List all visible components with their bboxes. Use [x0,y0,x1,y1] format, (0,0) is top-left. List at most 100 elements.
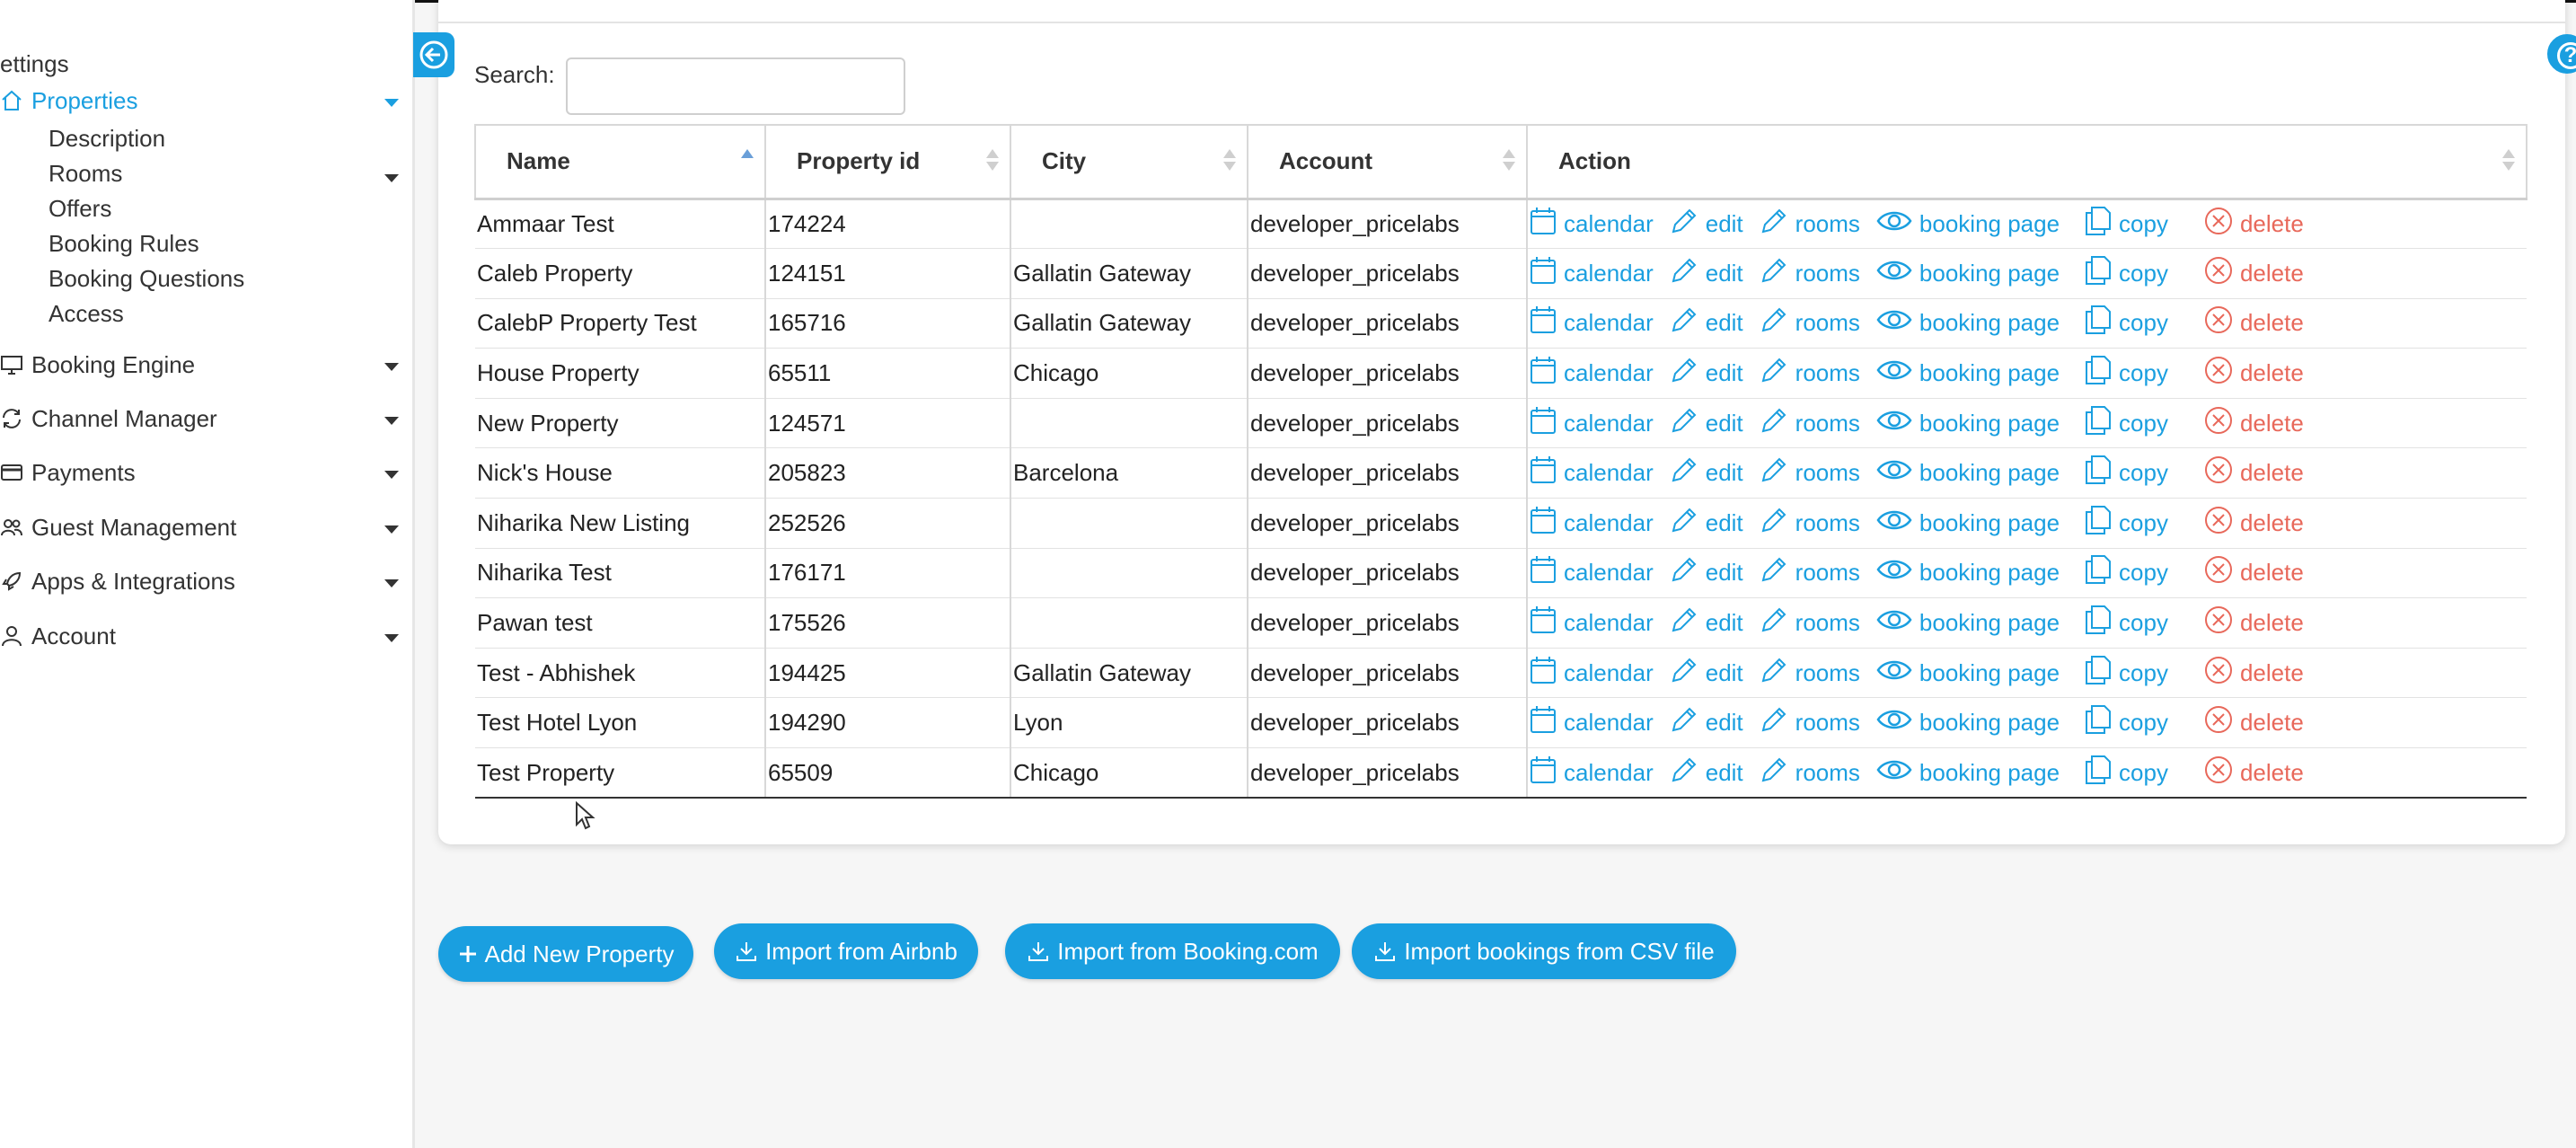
calendar-link[interactable]: calendar [1530,406,1654,441]
rooms-link[interactable]: rooms [1760,755,1860,790]
calendar-link[interactable]: calendar [1530,705,1654,740]
delete-link[interactable]: delete [2204,356,2304,391]
add-new-property-button[interactable]: Add New Property [438,926,693,982]
search-input[interactable] [566,57,905,115]
edit-link[interactable]: edit [1670,506,1743,541]
booking-page-link[interactable]: booking page [1876,457,2060,489]
delete-link[interactable]: delete [2204,705,2304,740]
rooms-link[interactable]: rooms [1760,656,1860,691]
rooms-link[interactable]: rooms [1760,555,1860,590]
rooms-link[interactable]: rooms [1760,455,1860,490]
delete-link[interactable]: delete [2204,555,2304,590]
rooms-link[interactable]: rooms [1760,356,1860,391]
rooms-link[interactable]: rooms [1760,605,1860,640]
sidebar-subitem-booking-questions[interactable]: Booking Questions [49,265,245,292]
copy-link[interactable]: copy [2085,455,2168,491]
column-header-account[interactable]: Account [1247,124,1527,200]
delete-link[interactable]: delete [2204,305,2304,340]
sidebar-item-guest-management[interactable]: Guest Management [0,505,415,550]
sidebar-item-account[interactable]: Account [0,614,415,658]
edit-link[interactable]: edit [1670,356,1743,391]
column-header-action[interactable]: Action [1526,124,2527,200]
column-header-name[interactable]: Name [474,124,765,200]
calendar-link[interactable]: calendar [1530,455,1654,490]
booking-page-link[interactable]: booking page [1876,208,2060,240]
booking-page-link[interactable]: booking page [1876,607,2060,639]
edit-link[interactable]: edit [1670,605,1743,640]
edit-link[interactable]: edit [1670,656,1743,691]
copy-link[interactable]: copy [2085,605,2168,641]
help-button[interactable]: ? [2547,34,2576,74]
sidebar-subitem-rooms[interactable]: Rooms [49,160,399,188]
calendar-link[interactable]: calendar [1530,656,1654,691]
booking-page-link[interactable]: booking page [1876,258,2060,289]
booking-page-link[interactable]: booking page [1876,658,2060,689]
delete-link[interactable]: delete [2204,256,2304,291]
booking-page-link[interactable]: booking page [1876,307,2060,339]
cell-name: New Property [475,398,765,449]
booking-page-link[interactable]: booking page [1876,508,2060,539]
calendar-link[interactable]: calendar [1530,256,1654,291]
delete-link[interactable]: delete [2204,506,2304,541]
booking-page-link[interactable]: booking page [1876,408,2060,439]
import-booking-com-button[interactable]: Import from Booking.com [1005,923,1340,979]
sidebar-subitem-booking-rules[interactable]: Booking Rules [49,230,199,257]
edit-link[interactable]: edit [1670,406,1743,441]
copy-link[interactable]: copy [2085,405,2168,442]
sidebar-item-payments[interactable]: Payments [0,450,415,495]
collapse-sidebar-button[interactable] [413,32,454,77]
copy-link[interactable]: copy [2085,704,2168,741]
sidebar-item-channel-manager[interactable]: Channel Manager [0,396,415,441]
table-row: Ammaar Test 174224 developer_pricelabs cale… [475,199,2527,250]
rooms-link[interactable]: rooms [1760,207,1860,242]
sidebar-item-apps-integrations[interactable]: Apps & Integrations [0,559,415,604]
delete-link[interactable]: delete [2204,406,2304,441]
sidebar-item-properties[interactable]: Properties [0,78,415,123]
booking-page-link[interactable]: booking page [1876,358,2060,389]
copy-link[interactable]: copy [2085,305,2168,341]
sidebar-subitem-description[interactable]: Description [49,125,166,152]
rooms-link[interactable]: rooms [1760,256,1860,291]
copy-link[interactable]: copy [2085,554,2168,591]
edit-link[interactable]: edit [1670,555,1743,590]
sidebar-subitem-offers[interactable]: Offers [49,195,112,222]
calendar-link[interactable]: calendar [1530,305,1654,340]
copy-link[interactable]: copy [2085,206,2168,243]
edit-link[interactable]: edit [1670,305,1743,340]
edit-link[interactable]: edit [1670,207,1743,242]
rooms-link[interactable]: rooms [1760,305,1860,340]
calendar-link[interactable]: calendar [1530,555,1654,590]
copy-link[interactable]: copy [2085,505,2168,542]
column-header-city[interactable]: City [1010,124,1248,200]
action-label: calendar [1564,309,1654,337]
booking-page-link[interactable]: booking page [1876,757,2060,789]
import-airbnb-button[interactable]: Import from Airbnb [714,923,978,979]
edit-link[interactable]: edit [1670,705,1743,740]
copy-link[interactable]: copy [2085,655,2168,692]
sidebar-item-booking-engine[interactable]: Booking Engine [0,342,415,387]
booking-page-link[interactable]: booking page [1876,557,2060,588]
copy-link[interactable]: copy [2085,355,2168,392]
rooms-link[interactable]: rooms [1760,506,1860,541]
delete-link[interactable]: delete [2204,455,2304,490]
calendar-link[interactable]: calendar [1530,506,1654,541]
edit-link[interactable]: edit [1670,755,1743,790]
column-header-property-id[interactable]: Property id [764,124,1010,200]
edit-link[interactable]: edit [1670,455,1743,490]
calendar-link[interactable]: calendar [1530,605,1654,640]
delete-link[interactable]: delete [2204,755,2304,790]
booking-page-link[interactable]: booking page [1876,707,2060,738]
delete-link[interactable]: delete [2204,207,2304,242]
import-csv-button[interactable]: Import bookings from CSV file [1352,923,1736,979]
edit-link[interactable]: edit [1670,256,1743,291]
rooms-link[interactable]: rooms [1760,406,1860,441]
copy-link[interactable]: copy [2085,255,2168,292]
rooms-link[interactable]: rooms [1760,705,1860,740]
copy-link[interactable]: copy [2085,755,2168,791]
delete-link[interactable]: delete [2204,656,2304,691]
sidebar-subitem-access[interactable]: Access [49,300,124,327]
calendar-link[interactable]: calendar [1530,356,1654,391]
calendar-link[interactable]: calendar [1530,755,1654,790]
delete-link[interactable]: delete [2204,605,2304,640]
calendar-link[interactable]: calendar [1530,207,1654,242]
